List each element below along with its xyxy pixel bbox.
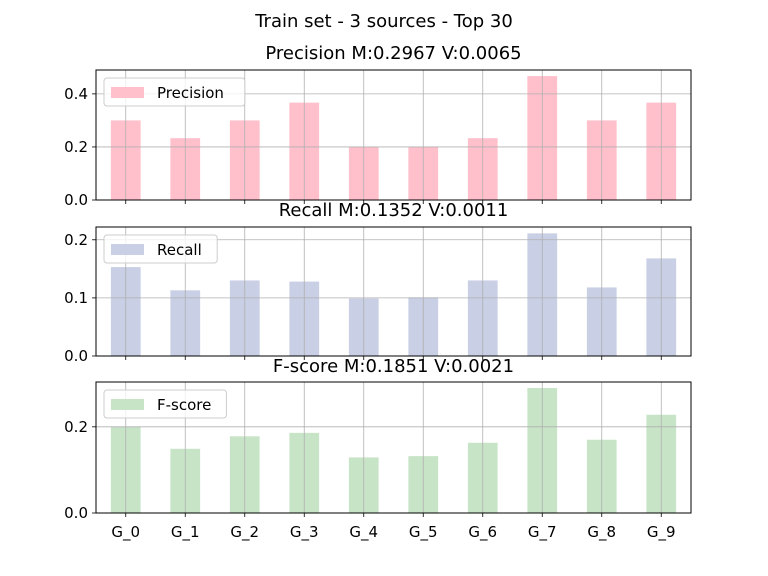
x-tick-label: G_4	[349, 523, 378, 542]
figure-suptitle: Train set - 3 sources - Top 30	[254, 11, 513, 32]
subplot-2: 0.0 0.2 G_0 G_1 G_2 G_3 G_4 G_5 G_6 G_7 G_8 G_9 F-sc…	[64, 356, 692, 542]
legend-box	[103, 389, 227, 419]
y-tick-label: 0.4	[64, 85, 88, 103]
y-tick-label: 0.2	[64, 231, 88, 249]
legend-label: Recall	[157, 241, 202, 259]
x-tick-label: G_6	[468, 523, 497, 542]
axes-frame	[95, 69, 692, 201]
subplot-1: 0.0 0.1 0.2 Recall M:0.1352 V:0.0011 Recall	[64, 200, 692, 365]
y-tick-label: 0.2	[64, 138, 88, 156]
subplot-title: F-score M:0.1851 V:0.0021	[273, 356, 514, 377]
legend: Precision	[103, 77, 246, 107]
subplot-0: 0.0 0.2 0.4 Precision M:0.2967 V:0.0065 Prec…	[64, 43, 692, 209]
axes-frame	[95, 226, 692, 357]
y-tick-label: 0.0	[64, 347, 88, 365]
y-tick-label: 0.0	[64, 504, 88, 522]
legend-label: F-score	[157, 396, 211, 414]
x-tick-label: G_7	[528, 523, 557, 542]
x-tick-label: G_2	[230, 523, 259, 542]
y-tick-label: 0.0	[64, 191, 88, 209]
x-tick-label: G_9	[647, 523, 676, 542]
x-tick-label: G_1	[171, 523, 200, 542]
subplot-title: Precision M:0.2967 V:0.0065	[265, 43, 521, 64]
x-tick-label: G_5	[409, 523, 438, 542]
y-tick-label: 0.2	[64, 418, 88, 436]
legend: Recall	[103, 234, 218, 264]
legend-swatch	[111, 87, 144, 98]
legend-swatch	[111, 399, 144, 410]
x-tick-label: G_3	[290, 523, 319, 542]
legend-box	[103, 234, 218, 264]
legend-label: Precision	[157, 84, 224, 102]
x-tick-label: G_8	[587, 523, 616, 542]
subplots: 0.0 0.2 0.4 Precision M:0.2967 V:0.0065 Prec…	[64, 43, 692, 542]
legend-swatch	[111, 244, 144, 255]
axes-frame	[95, 381, 692, 514]
legend: F-score	[103, 389, 227, 419]
y-tick-label: 0.1	[64, 289, 88, 307]
x-tick-label: G_0	[111, 523, 140, 542]
subplot-title: Recall M:0.1352 V:0.0011	[279, 200, 509, 221]
legend-box	[103, 77, 246, 107]
